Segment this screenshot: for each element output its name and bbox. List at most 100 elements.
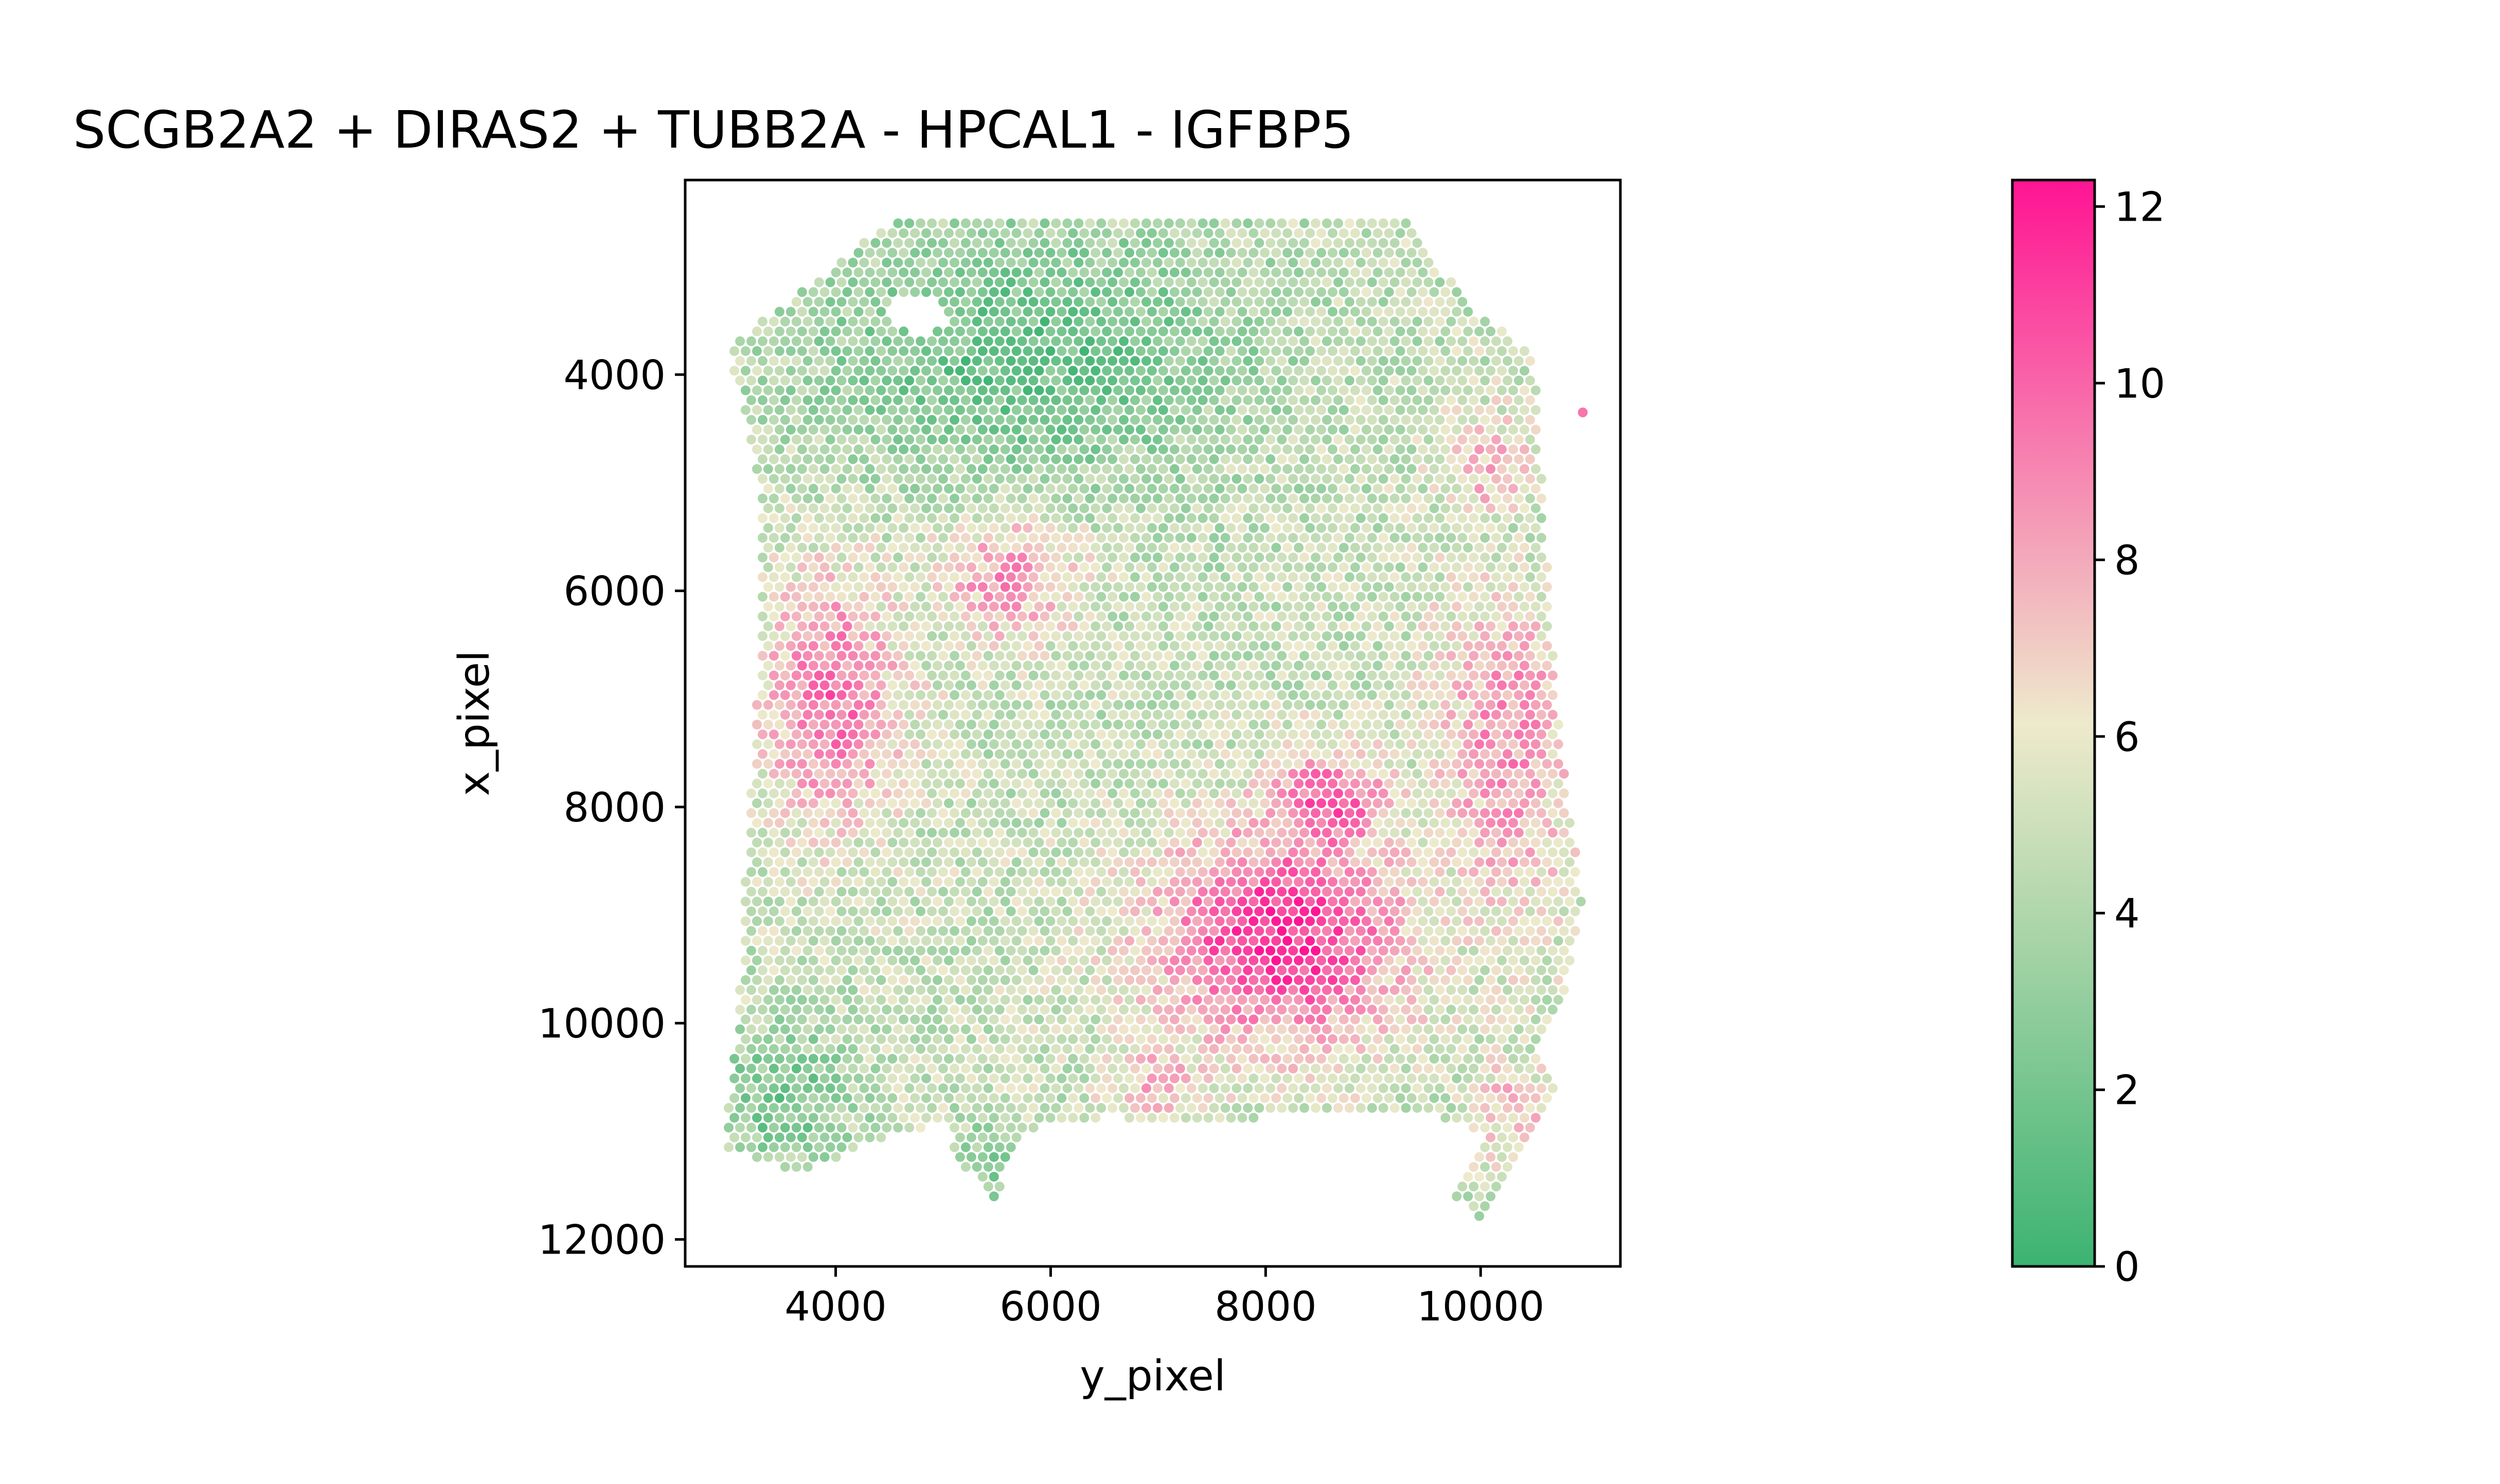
scatter-point-3010 bbox=[1248, 660, 1259, 671]
scatter-point-300 bbox=[1418, 267, 1428, 278]
scatter-point-253 bbox=[887, 267, 898, 278]
scatter-point-4575 bbox=[1011, 877, 1022, 887]
scatter-point-3260 bbox=[876, 700, 886, 710]
scatter-point-4042 bbox=[791, 808, 801, 818]
scatter-point-4295 bbox=[1181, 837, 1191, 848]
scatter-point-1750 bbox=[1215, 484, 1225, 494]
scatter-point-4611 bbox=[1418, 877, 1428, 887]
scatter-point-787 bbox=[1429, 346, 1439, 356]
scatter-point-1216 bbox=[1486, 405, 1496, 415]
scatter-point-1932 bbox=[916, 513, 926, 523]
scatter-point-1962 bbox=[1254, 513, 1264, 523]
scatter-point-4785 bbox=[870, 906, 881, 917]
scatter-point-747 bbox=[977, 346, 988, 356]
scatter-point-3661 bbox=[1378, 749, 1388, 759]
scatter-point-3711 bbox=[1136, 759, 1146, 769]
scatter-point-1822 bbox=[1243, 493, 1253, 504]
scatter-point-2031 bbox=[1248, 523, 1259, 533]
scatter-point-1910 bbox=[1452, 503, 1462, 513]
scatter-point-1279 bbox=[1401, 415, 1411, 425]
scatter-point-1624 bbox=[1361, 464, 1371, 474]
scatter-point-444 bbox=[1130, 297, 1140, 307]
scatter-point-324 bbox=[1062, 277, 1073, 288]
scatter-point-2017 bbox=[1091, 523, 1101, 533]
scatter-point-1049 bbox=[1192, 385, 1202, 396]
scatter-point-4939 bbox=[938, 926, 948, 936]
scatter-point-802 bbox=[802, 356, 813, 366]
scatter-point-1133 bbox=[1344, 395, 1354, 405]
scatter-point-3506 bbox=[1243, 729, 1253, 740]
scatter-point-1853 bbox=[808, 503, 818, 513]
scatter-point-786 bbox=[1418, 346, 1428, 356]
scatter-point-3248 bbox=[1547, 690, 1558, 700]
scatter-point-738 bbox=[876, 346, 886, 356]
scatter-point-1197 bbox=[1271, 405, 1281, 415]
scatter-point-4174 bbox=[1463, 818, 1473, 828]
scatter-point-2489 bbox=[904, 592, 915, 602]
scatter-point-1982 bbox=[1480, 513, 1490, 523]
scatter-point-4168 bbox=[1395, 818, 1405, 828]
scatter-point-4614 bbox=[1452, 877, 1462, 887]
scatter-point-2107 bbox=[1322, 533, 1332, 543]
scatter-point-430 bbox=[972, 297, 982, 307]
scatter-point-2715 bbox=[1091, 621, 1101, 631]
scatter-point-2409 bbox=[797, 582, 807, 592]
scatter-point-377 bbox=[1000, 287, 1010, 297]
scatter-point-3065 bbox=[1074, 670, 1084, 681]
scatter-point-594 bbox=[785, 326, 796, 336]
scatter-point-215 bbox=[1062, 258, 1073, 267]
scatter-point-2155 bbox=[1079, 543, 1090, 553]
scatter-point-1535 bbox=[1141, 454, 1151, 464]
scatter-point-167 bbox=[1113, 247, 1123, 258]
scatter-point-2479 bbox=[791, 592, 801, 602]
scatter-point-3688 bbox=[876, 759, 886, 769]
scatter-point-1993 bbox=[819, 523, 830, 533]
scatter-point-2745 bbox=[1429, 621, 1439, 631]
scatter-point-2223 bbox=[1062, 552, 1073, 563]
scatter-point-4090 bbox=[1333, 808, 1343, 818]
scatter-point-187 bbox=[1338, 247, 1349, 258]
scatter-point-1652 bbox=[893, 474, 903, 484]
scatter-point-1914 bbox=[1497, 503, 1507, 513]
scatter-point-1122 bbox=[1220, 395, 1230, 405]
scatter-point-1901 bbox=[1350, 503, 1360, 513]
scatter-point-1877 bbox=[1079, 503, 1090, 513]
scatter-point-795 bbox=[1520, 346, 1529, 356]
scatter-point-1381 bbox=[972, 435, 982, 444]
scatter-point-1934 bbox=[938, 513, 948, 523]
scatter-point-1532 bbox=[1108, 454, 1118, 464]
scatter-point-3306 bbox=[1395, 700, 1405, 710]
scatter-point-213 bbox=[1040, 258, 1050, 267]
scatter-point-3452 bbox=[1440, 720, 1451, 730]
scatter-point-3336 bbox=[938, 710, 948, 720]
scatter-point-2088 bbox=[1108, 533, 1118, 543]
scatter-point-4163 bbox=[1338, 818, 1349, 828]
scatter-point-4400 bbox=[1536, 847, 1546, 857]
scatter-point-2428 bbox=[1011, 582, 1022, 592]
scatter-point-2771 bbox=[927, 631, 937, 641]
scatter-point-2923 bbox=[1062, 651, 1073, 661]
scatter-point-139 bbox=[1367, 238, 1377, 248]
scatter-point-4058 bbox=[972, 808, 982, 818]
scatter-point-4897 bbox=[1294, 916, 1304, 926]
scatter-point-807 bbox=[859, 356, 869, 366]
scatter-point-1113 bbox=[1119, 395, 1129, 405]
scatter-point-3320 bbox=[758, 710, 767, 720]
scatter-point-2840 bbox=[921, 641, 932, 651]
scatter-point-3259 bbox=[865, 700, 875, 710]
scatter-point-1492 bbox=[1440, 444, 1451, 455]
scatter-point-3450 bbox=[1418, 720, 1428, 730]
scatter-point-3251 bbox=[774, 700, 784, 710]
scatter-point-147 bbox=[887, 247, 898, 258]
scatter-point-1664 bbox=[1028, 474, 1039, 484]
scatter-point-2266 bbox=[763, 562, 773, 573]
scatter-point-2973 bbox=[831, 660, 841, 671]
scatter-point-1878 bbox=[1091, 503, 1101, 513]
scatter-point-4764 bbox=[1474, 897, 1485, 907]
scatter-point-1457 bbox=[1045, 444, 1056, 455]
scatter-point-1166 bbox=[921, 405, 932, 415]
scatter-point-4450 bbox=[1271, 857, 1281, 867]
scatter-point-4612 bbox=[1429, 877, 1439, 887]
scatter-point-2025 bbox=[1181, 523, 1191, 533]
scatter-point-1482 bbox=[1328, 444, 1337, 455]
